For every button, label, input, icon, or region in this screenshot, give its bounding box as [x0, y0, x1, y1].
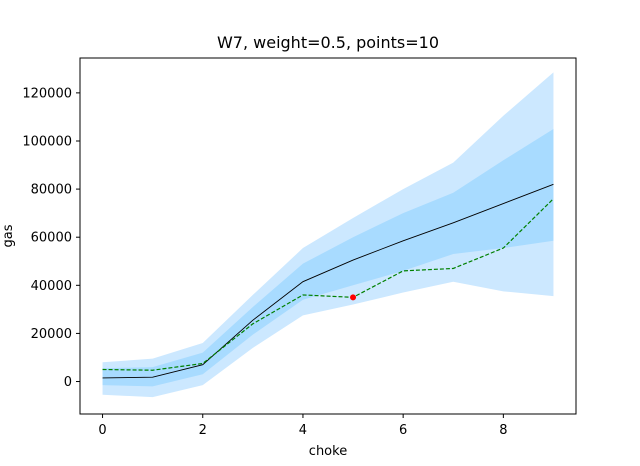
x-tick-label: 2: [199, 423, 207, 438]
x-tick-label: 4: [299, 423, 307, 438]
mean-line: [102, 183, 554, 379]
outer-band: [102, 72, 554, 398]
y-axis: 0 20000 40000 60000 80000 100000 120000: [22, 86, 80, 390]
y-tick-label: 0: [64, 375, 72, 390]
inner-band: [102, 128, 554, 387]
y-tick-label: 100000: [22, 134, 72, 149]
y-tick-label: 120000: [22, 86, 72, 101]
y-tick-label: 60000: [31, 231, 72, 246]
x-tick-label: 8: [499, 423, 507, 438]
observed-dashed: [102, 198, 554, 371]
plot-area: [102, 72, 554, 398]
x-tick-label: 6: [399, 423, 407, 438]
x-axis: 0 2 4 6 8: [98, 414, 507, 438]
y-tick-label: 80000: [31, 183, 72, 198]
y-tick-label: 20000: [31, 327, 72, 342]
highlight-point: [350, 294, 357, 301]
y-tick-label: 40000: [31, 279, 72, 294]
chart-title: W7, weight=0.5, points=10: [217, 33, 439, 52]
x-axis-label: choke: [309, 444, 347, 459]
x-tick-label: 0: [98, 423, 106, 438]
y-axis-label: gas: [1, 224, 16, 247]
axes-frame: [79, 57, 577, 415]
